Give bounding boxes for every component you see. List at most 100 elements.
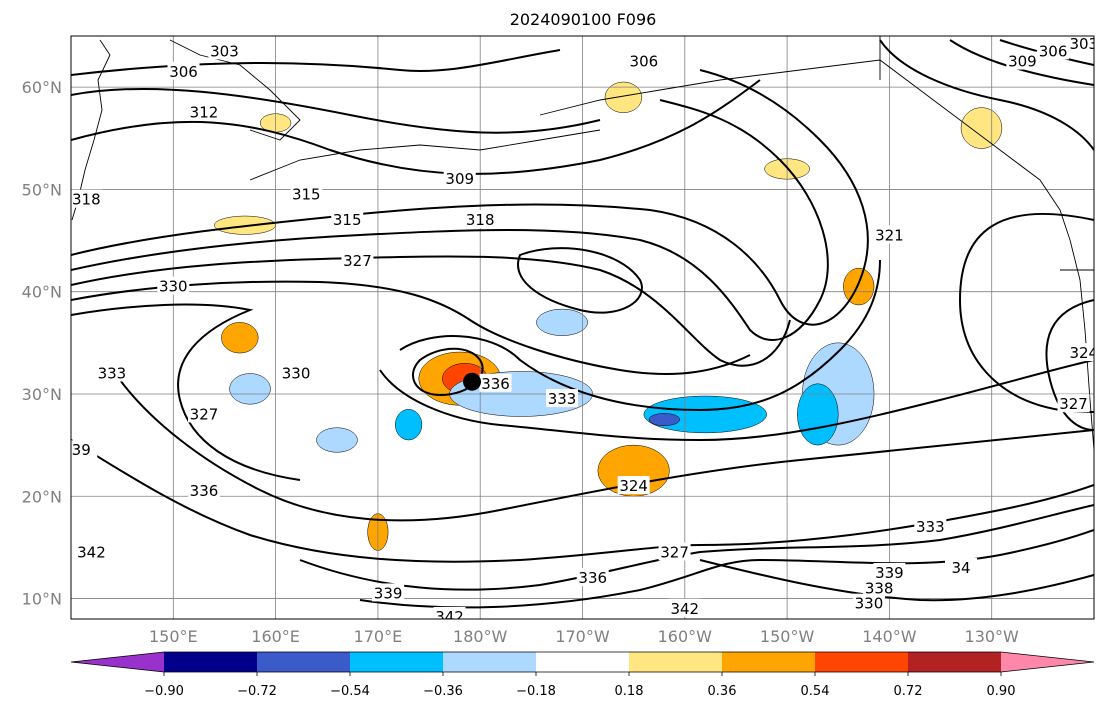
shaded-region-8 bbox=[960, 107, 1003, 149]
contour-line bbox=[299, 504, 1094, 591]
contour-label-background bbox=[443, 169, 476, 188]
contour-label: 309 bbox=[1008, 53, 1037, 71]
contour-label: 336 bbox=[578, 569, 607, 587]
contour-label: 342 bbox=[435, 608, 464, 626]
coastline-north-america-west bbox=[1069, 239, 1094, 451]
contour-label: 333 bbox=[548, 390, 577, 408]
contour-label: 306 bbox=[169, 63, 198, 81]
shaded-region-18 bbox=[536, 308, 588, 336]
contour-label: 303 bbox=[1069, 35, 1098, 53]
chart-title: 2024090100 F096 bbox=[510, 10, 657, 29]
latitude-tick-label: 50°N bbox=[22, 180, 62, 199]
contour-line bbox=[517, 247, 643, 314]
contour-label-background bbox=[873, 562, 906, 581]
coastline-aleutians bbox=[249, 129, 601, 181]
contour-label: 303 bbox=[210, 42, 239, 60]
contour-label-background bbox=[341, 251, 374, 270]
contour-label-background bbox=[95, 363, 128, 382]
contour-label-background bbox=[280, 363, 313, 382]
contour-label: 306 bbox=[1039, 42, 1068, 60]
contour-labels: 3033063123153153093183273303303333273933… bbox=[71, 35, 1098, 626]
shaded-region-16 bbox=[395, 409, 423, 441]
colorbar-segment bbox=[536, 652, 630, 672]
storm-center-markers bbox=[463, 372, 482, 391]
colorbar-extend-max bbox=[1001, 652, 1094, 672]
colorbar-segment bbox=[443, 652, 537, 672]
contour-label-background bbox=[546, 389, 579, 408]
longitude-tick-label: 150°W bbox=[760, 627, 815, 646]
contour-line bbox=[399, 259, 881, 412]
latitude-tick-labels: 10°N 20°N 30°N 40°N 50°N 60°N bbox=[22, 78, 62, 608]
contour-label-background bbox=[1006, 51, 1039, 70]
contour-label-background bbox=[945, 557, 978, 576]
contour-label-background bbox=[914, 516, 947, 535]
contour-label-background bbox=[1067, 36, 1094, 53]
contour-label-background bbox=[863, 578, 896, 597]
contour-line bbox=[71, 303, 301, 481]
shaded-region-5 bbox=[843, 267, 875, 306]
contour-label: 327 bbox=[343, 252, 372, 270]
contour-line bbox=[71, 69, 869, 326]
map-plot-area[interactable]: 3033063123153153093183273303303333273933… bbox=[65, 34, 1100, 626]
longitude-tick-label: 180°W bbox=[453, 627, 508, 646]
colorbar-tick-label: −0.90 bbox=[144, 684, 184, 699]
colorbar-segment bbox=[350, 652, 444, 672]
contour-label: 342 bbox=[77, 544, 106, 562]
longitude-tick-label: 160°E bbox=[251, 627, 300, 646]
contour-line bbox=[119, 379, 1094, 522]
colorbar-segment bbox=[815, 652, 909, 672]
contour-label-background bbox=[852, 593, 885, 612]
contour-label-background bbox=[71, 189, 103, 208]
shaded-region-2 bbox=[221, 322, 259, 354]
colorbar-tick-label: 0.18 bbox=[615, 684, 644, 699]
contour-label-background bbox=[187, 404, 220, 423]
contour-label: 309 bbox=[445, 170, 474, 188]
contour-label-background bbox=[331, 210, 364, 229]
contour-label-background bbox=[658, 542, 691, 561]
colorbar-segment bbox=[908, 652, 1002, 672]
isentropic-contours bbox=[71, 39, 1094, 609]
colorbar-tick-label: −0.54 bbox=[330, 684, 370, 699]
contour-label: 330 bbox=[855, 595, 884, 613]
contour-label-background bbox=[290, 184, 323, 203]
latitude-tick-label: 10°N bbox=[22, 590, 62, 609]
colorbar-tick-label: 0.36 bbox=[708, 684, 737, 699]
contour-label: 336 bbox=[190, 482, 219, 500]
latitude-tick-label: 30°N bbox=[22, 385, 62, 404]
contour-line bbox=[71, 99, 829, 341]
colorbar-tick-label: 0.54 bbox=[801, 684, 830, 699]
contour-label: 327 bbox=[190, 405, 219, 423]
contour-label-background bbox=[627, 51, 660, 70]
colorbar bbox=[70, 651, 1095, 673]
contour-label: 324 bbox=[619, 477, 648, 495]
contour-label: 339 bbox=[374, 584, 403, 602]
contour-label-background bbox=[479, 373, 512, 392]
latitude-tick-label: 40°N bbox=[22, 283, 62, 302]
storm-center-marker bbox=[463, 372, 482, 391]
contour-label: 338 bbox=[865, 579, 894, 597]
contour-label-background bbox=[576, 568, 609, 587]
shaded-region-19 bbox=[648, 413, 680, 426]
contour-label: 315 bbox=[333, 211, 362, 229]
contour-label: 330 bbox=[282, 365, 311, 383]
contour-label-background bbox=[464, 210, 497, 229]
longitude-tick-label: 170°W bbox=[555, 627, 610, 646]
contour-line bbox=[379, 359, 1094, 442]
colorbar-tick-label: −0.18 bbox=[516, 684, 556, 699]
coastline-siberia bbox=[169, 39, 301, 141]
coastlines bbox=[71, 36, 1094, 451]
colorbar-segment bbox=[257, 652, 351, 672]
contour-label: 327 bbox=[660, 544, 689, 562]
colorbar-tick-label: 0.90 bbox=[987, 684, 1016, 699]
longitude-tick-label: 170°E bbox=[354, 627, 403, 646]
latitude-tick-label: 60°N bbox=[22, 78, 62, 97]
contour-label: 39 bbox=[72, 441, 91, 459]
contour-label: 333 bbox=[916, 518, 945, 536]
contour-label-background bbox=[1057, 394, 1090, 413]
contour-label-background bbox=[75, 542, 108, 561]
contour-label: 306 bbox=[630, 53, 659, 71]
colorbar-tick-label: −0.36 bbox=[423, 684, 463, 699]
colorbar-tick-label: 0.72 bbox=[894, 684, 923, 699]
contour-line bbox=[699, 559, 1094, 602]
